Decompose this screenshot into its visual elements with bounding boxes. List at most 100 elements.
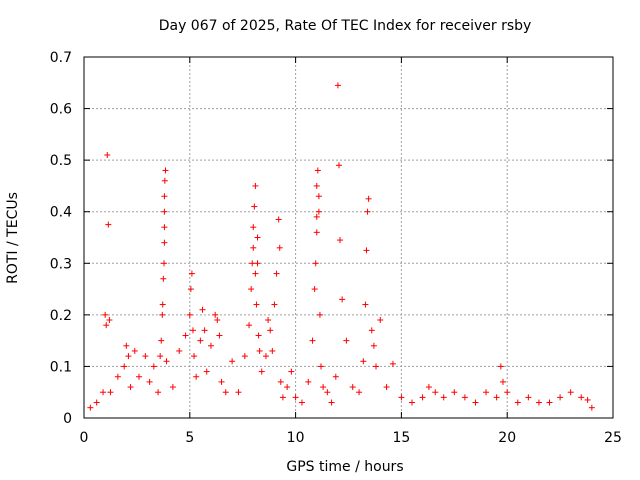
data-point <box>419 394 426 401</box>
data-point <box>298 399 305 406</box>
data-point <box>451 389 458 396</box>
data-point <box>159 311 166 318</box>
data-point <box>461 394 468 401</box>
data-point <box>136 373 143 380</box>
data-point <box>493 394 500 401</box>
x-tick-label: 25 <box>604 430 622 446</box>
data-point <box>324 389 331 396</box>
data-point <box>191 353 198 360</box>
data-point <box>104 151 111 158</box>
data-point <box>251 203 258 210</box>
data-point <box>408 399 415 406</box>
data-point <box>567 389 574 396</box>
data-point <box>497 363 504 370</box>
data-point <box>313 229 320 236</box>
data-point <box>360 358 367 365</box>
data-point <box>343 337 350 344</box>
data-point <box>150 363 157 370</box>
data-point <box>514 399 521 406</box>
data-point <box>389 360 396 367</box>
data-point <box>368 327 375 334</box>
data-point <box>525 394 532 401</box>
data-point <box>186 311 193 318</box>
data-point <box>364 208 371 215</box>
data-point <box>337 237 344 244</box>
data-point <box>197 337 204 344</box>
data-point <box>373 363 380 370</box>
grid-lines <box>84 57 613 418</box>
data-point <box>103 322 110 329</box>
data-point <box>288 368 295 375</box>
data-point <box>309 337 316 344</box>
data-point <box>216 332 223 339</box>
data-point <box>102 311 109 318</box>
data-point <box>279 394 286 401</box>
data-point <box>377 317 384 324</box>
data-point <box>214 317 221 324</box>
data-point <box>269 347 276 354</box>
y-tick-label: 0.5 <box>50 153 72 169</box>
data-point <box>313 182 320 189</box>
data-point <box>207 342 214 349</box>
data-point <box>335 162 342 169</box>
y-tick-label: 0 <box>63 411 72 427</box>
data-point <box>315 208 322 215</box>
data-point <box>339 296 346 303</box>
data-point <box>305 378 312 385</box>
chart-title: Day 067 of 2025, Rate Of TEC Index for r… <box>159 18 532 34</box>
data-point <box>241 353 248 360</box>
data-point <box>161 224 168 231</box>
data-point <box>254 260 261 267</box>
data-point <box>157 353 164 360</box>
data-point <box>265 317 272 324</box>
data-point <box>127 384 134 391</box>
data-point <box>398 394 405 401</box>
data-point <box>588 404 595 411</box>
data-point <box>275 216 282 223</box>
y-tick-label: 0.2 <box>50 308 72 324</box>
data-point <box>105 221 112 228</box>
data-point <box>155 389 162 396</box>
data-point <box>362 301 369 308</box>
data-point <box>578 394 585 401</box>
data-point <box>332 373 339 380</box>
data-point <box>292 394 299 401</box>
data-point <box>349 384 356 391</box>
axis-ticks <box>83 56 614 419</box>
data-point <box>315 193 322 200</box>
data-point <box>250 224 257 231</box>
data-point <box>161 193 168 200</box>
y-tick-label: 0.7 <box>50 50 72 66</box>
data-point <box>504 389 511 396</box>
data-point <box>271 301 278 308</box>
data-point <box>256 347 263 354</box>
data-point <box>317 363 324 370</box>
data-point <box>142 353 149 360</box>
data-point <box>203 368 210 375</box>
data-point <box>160 260 167 267</box>
data-point <box>425 384 432 391</box>
y-axis-label: ROTI / TECUs <box>5 192 21 284</box>
data-point <box>277 378 284 385</box>
data-point <box>187 286 194 293</box>
y-tick-label: 0.3 <box>50 256 72 272</box>
data-point <box>161 177 168 184</box>
data-point <box>440 394 447 401</box>
data-point <box>121 363 128 370</box>
data-point <box>123 342 130 349</box>
data-point <box>176 347 183 354</box>
data-point <box>125 353 132 360</box>
data-point <box>212 311 219 318</box>
data-point <box>163 358 170 365</box>
data-point <box>161 208 168 215</box>
data-point <box>258 368 265 375</box>
data-point <box>218 378 225 385</box>
data-point <box>106 317 113 324</box>
x-tick-label: 5 <box>185 430 194 446</box>
data-point <box>235 389 242 396</box>
x-tick-label: 0 <box>80 430 89 446</box>
data-point <box>93 399 100 406</box>
data-point <box>146 378 153 385</box>
data-point <box>254 234 261 241</box>
